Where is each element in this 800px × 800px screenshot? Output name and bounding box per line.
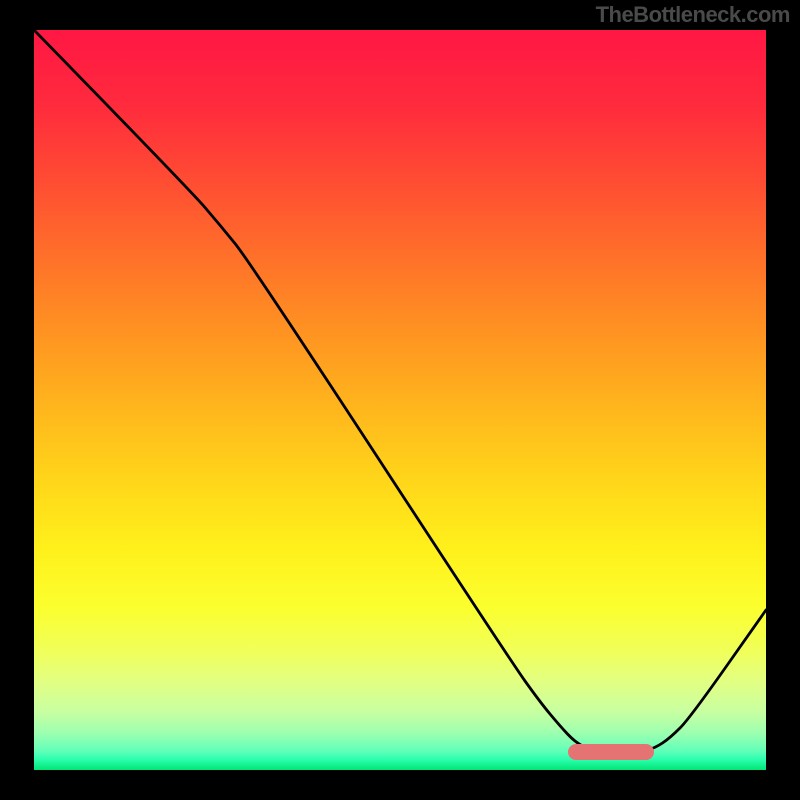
- watermark-text: TheBottleneck.com: [596, 2, 790, 28]
- optimal-range-marker: [568, 744, 654, 760]
- chart-container: TheBottleneck.com: [0, 0, 800, 800]
- gradient-background: [34, 30, 766, 770]
- chart-svg: [0, 0, 800, 800]
